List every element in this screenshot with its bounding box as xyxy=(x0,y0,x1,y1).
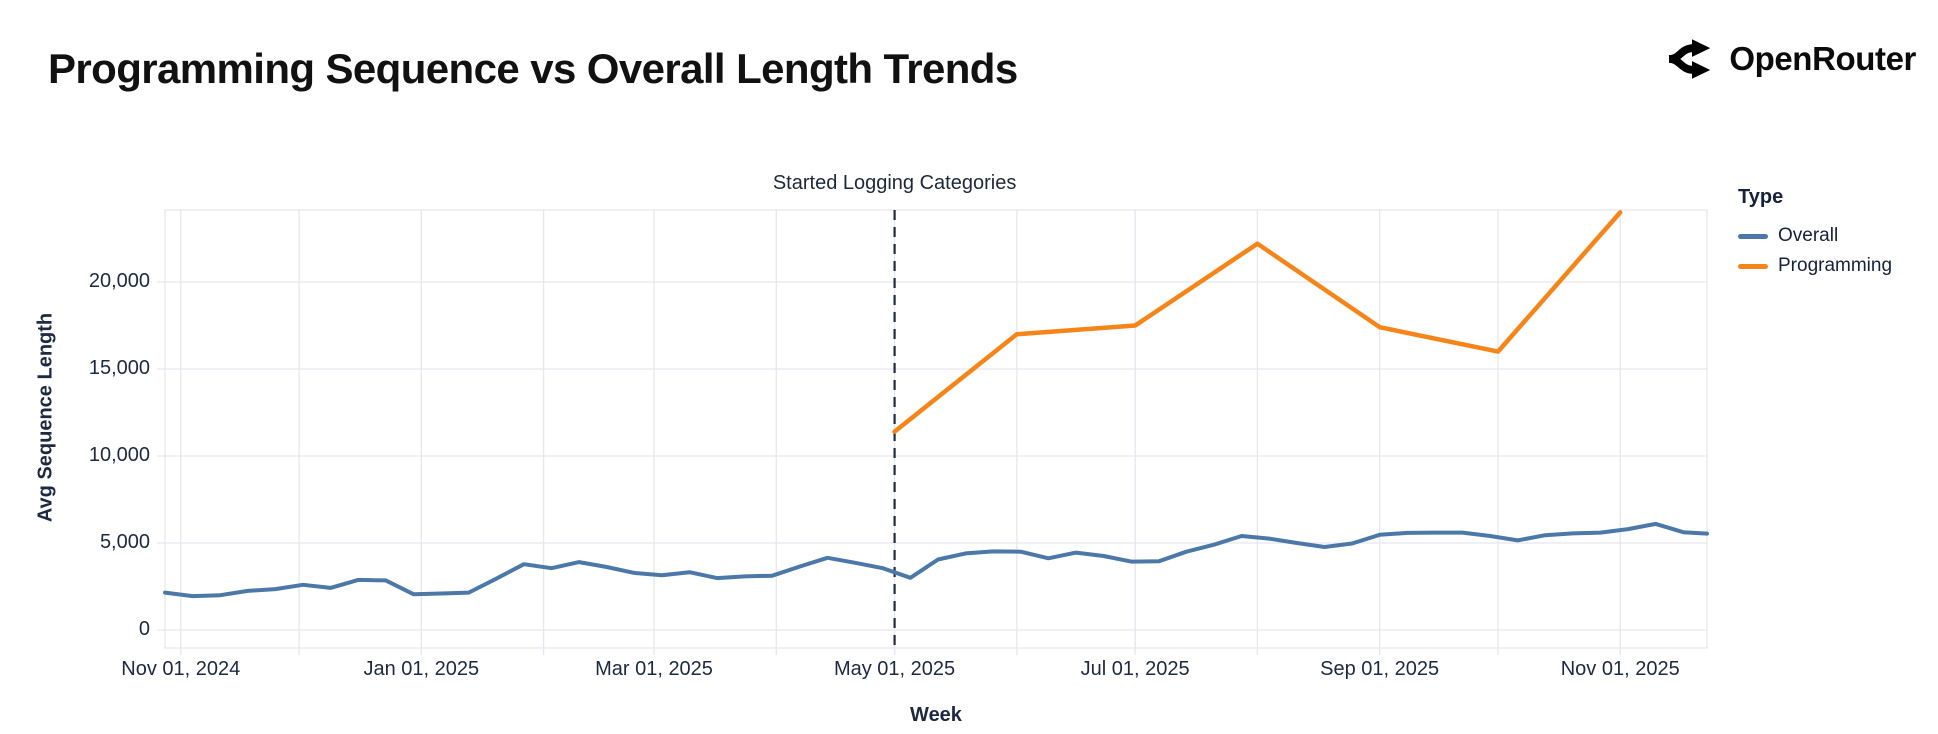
plot-border xyxy=(164,209,1708,649)
x-tick-label: Nov 01, 2024 xyxy=(121,658,241,680)
brand-name: OpenRouter xyxy=(1729,40,1916,77)
legend-item-overall: Overall xyxy=(1738,225,1892,247)
legend-item-programming: Programming xyxy=(1738,255,1892,277)
page-title: Programming Sequence vs Overall Length T… xyxy=(48,45,1018,92)
brand-logo: OpenRouter xyxy=(1667,34,1916,84)
programming-line xyxy=(892,210,1623,434)
y-tick-label: 20,000 xyxy=(88,270,150,292)
annotation-label: Started Logging Categories xyxy=(772,172,1017,194)
y-tick-label: 15,000 xyxy=(88,357,150,379)
y-tick-label: 0 xyxy=(138,618,150,640)
legend-label: Overall xyxy=(1778,225,1839,246)
x-tick-label: Nov 01, 2025 xyxy=(1560,658,1680,680)
legend-label: Programming xyxy=(1778,255,1893,276)
x-tick-label: Sep 01, 2025 xyxy=(1320,658,1440,680)
legend-title: Type xyxy=(1738,186,1784,208)
x-tick-label: Mar 01, 2025 xyxy=(595,658,713,680)
x-tick-label: Jan 01, 2025 xyxy=(363,658,480,680)
openrouter-icon xyxy=(1667,34,1717,84)
x-tick-label: May 01, 2025 xyxy=(833,658,956,680)
y-tick-label: 5,000 xyxy=(99,531,150,553)
x-axis-title: Week xyxy=(910,704,962,726)
x-tick-label: Jul 01, 2025 xyxy=(1080,658,1190,680)
overall-line xyxy=(163,521,1709,599)
y-axis-title: Avg Sequence Length xyxy=(34,312,57,523)
legend: Type Overall Programming xyxy=(1738,186,1892,285)
overall-line-swatch xyxy=(1738,233,1768,239)
programming-line-swatch xyxy=(1738,263,1768,269)
y-tick-label: 10,000 xyxy=(88,444,150,466)
